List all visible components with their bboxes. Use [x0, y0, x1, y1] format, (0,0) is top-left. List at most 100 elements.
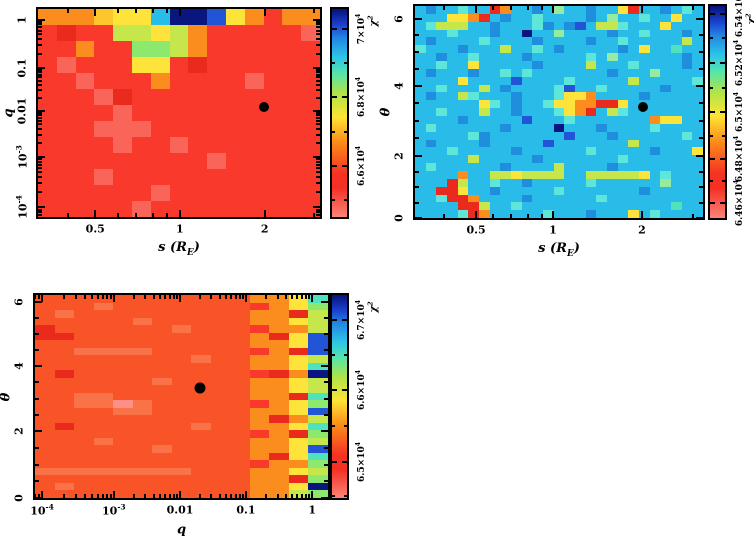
heatmap-cell — [479, 37, 490, 46]
heatmap-cell — [564, 45, 576, 54]
heatmap-cell — [553, 194, 565, 203]
axis-tick — [324, 332, 328, 335]
heatmap-cell — [447, 21, 458, 30]
heatmap-cell — [511, 186, 522, 195]
heatmap-cell — [543, 123, 554, 132]
heatmap-cell — [521, 163, 533, 172]
heatmap-cell — [468, 155, 480, 164]
axis-tick — [105, 494, 108, 498]
heatmap-cell — [54, 377, 75, 386]
heatmap-row — [415, 6, 704, 14]
heatmap-cell — [447, 53, 458, 62]
heatmap-cell — [575, 178, 586, 187]
heatmap-cell — [436, 92, 448, 101]
heatmap-cell — [447, 29, 458, 38]
heatmap-cell — [35, 422, 55, 431]
heatmap-cell — [649, 194, 661, 203]
heatmap-cell — [436, 123, 448, 132]
axis-tick — [75, 494, 78, 498]
heatmap-cell — [249, 400, 270, 408]
heatmap-cell — [511, 202, 522, 211]
heatmap-cell — [532, 53, 544, 62]
heatmap-cell — [575, 163, 586, 172]
heatmap-cell — [56, 169, 76, 185]
heatmap-cell — [152, 332, 172, 341]
heatmap-cell — [468, 45, 480, 54]
heatmap-cell — [649, 147, 661, 156]
heatmap-cell — [171, 482, 192, 491]
heatmap-cell — [521, 53, 533, 62]
heatmap-cell — [468, 171, 480, 179]
axis-tick — [38, 211, 42, 214]
heatmap-cell — [564, 178, 576, 187]
heatmap-cell — [447, 108, 458, 117]
heatmap-cell — [660, 163, 672, 172]
heatmap-cell — [415, 76, 426, 85]
heatmap-cell — [93, 422, 114, 431]
heatmap-cell — [56, 105, 76, 121]
heatmap-cell — [617, 163, 629, 172]
heatmap-cell — [169, 41, 189, 57]
heatmap-cell — [93, 400, 114, 408]
heatmap-cell — [511, 131, 522, 140]
heatmap-cell — [308, 460, 328, 468]
heatmap-cell — [113, 475, 133, 483]
heatmap-cell — [511, 155, 522, 164]
heatmap-cell — [54, 332, 75, 341]
heatmap-row — [415, 116, 704, 124]
heatmap-cell — [511, 139, 522, 148]
heatmap-cell — [628, 61, 640, 69]
axis-tick — [415, 34, 419, 37]
heatmap-cell — [188, 73, 208, 89]
heatmap-cell — [210, 385, 231, 393]
heatmap-cell — [649, 92, 661, 101]
heatmap-cell — [210, 460, 231, 468]
heatmap-cell — [230, 460, 250, 468]
heatmap-cell — [671, 68, 682, 77]
heatmap-cell — [457, 45, 469, 54]
heatmap-cell — [575, 29, 586, 38]
heatmap-cell — [681, 131, 693, 140]
heatmap-cell — [74, 347, 94, 356]
heatmap-cell — [54, 302, 75, 311]
heatmap-cell — [543, 171, 554, 179]
heatmap-cell — [74, 437, 94, 446]
axis-tick — [699, 34, 703, 37]
heatmap-cell — [210, 422, 231, 431]
heatmap-cell — [113, 377, 133, 386]
heatmap-cell — [249, 490, 270, 498]
heatmap-cell — [553, 92, 565, 101]
heatmap-cell — [564, 100, 576, 109]
heatmap-cell — [207, 57, 226, 73]
axis-tick — [415, 17, 422, 20]
heatmap-cell — [436, 131, 448, 140]
heatmap-cell — [35, 295, 55, 303]
heatmap-cell — [207, 201, 226, 217]
heatmap-cell — [468, 13, 480, 22]
heatmap-row — [415, 194, 704, 203]
heatmap-cell — [191, 370, 211, 378]
heatmap-cell — [500, 84, 512, 93]
heatmap-cell — [447, 61, 458, 69]
heatmap-cell — [230, 430, 250, 438]
heatmap-cell — [575, 84, 586, 93]
heatmap-cell — [263, 25, 283, 41]
heatmap-row — [415, 155, 704, 164]
heatmap-cell — [479, 210, 490, 219]
heatmap-row — [35, 355, 328, 363]
heatmap-cell — [288, 385, 309, 393]
heatmap-cell — [564, 147, 576, 156]
heatmap-cell — [607, 163, 618, 172]
heatmap-cell — [585, 53, 597, 62]
axis-tick — [101, 494, 104, 498]
heatmap-cell — [543, 155, 554, 164]
heatmap-cell — [113, 385, 133, 393]
axis-tick — [316, 21, 320, 24]
axis-tick — [316, 208, 320, 211]
heatmap-cell — [308, 430, 328, 438]
heatmap-cell — [649, 100, 661, 109]
heatmap-cell — [169, 89, 189, 105]
axis-tick — [263, 210, 266, 217]
heatmap-row — [38, 25, 320, 41]
heatmap-cell — [543, 131, 554, 140]
